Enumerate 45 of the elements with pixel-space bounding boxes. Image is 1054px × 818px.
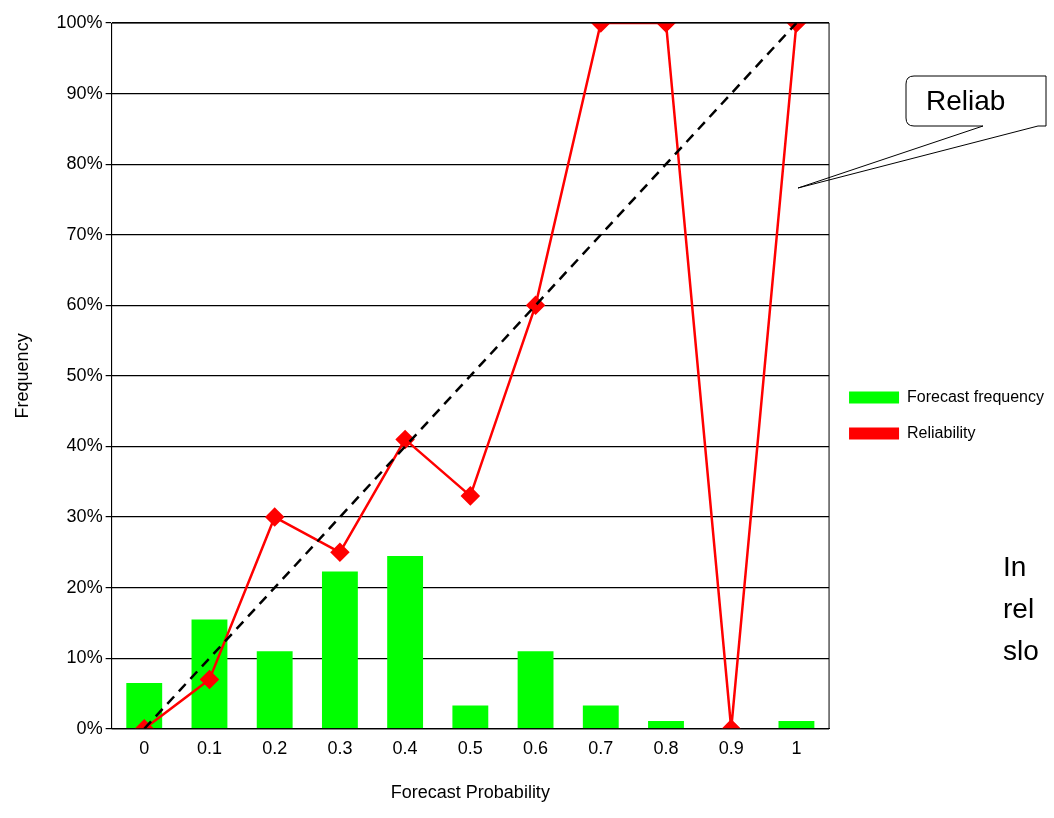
bar [648, 721, 684, 729]
point [265, 507, 284, 527]
y-tick-label: 10% [66, 647, 103, 668]
y-axis-title: Frequency [11, 333, 32, 419]
x-tick-label: 1 [791, 737, 802, 758]
y-tick-label: 0% [76, 717, 103, 738]
bar [778, 721, 815, 729]
x-tick-label: 0.9 [718, 737, 744, 758]
y-tick-label: 20% [66, 576, 103, 597]
legend-label: Reliability [907, 423, 976, 441]
x-tick-label: 0.4 [392, 737, 418, 758]
text: slo [1003, 634, 1039, 666]
bar [387, 555, 424, 729]
point [526, 296, 545, 315]
bar [256, 651, 293, 729]
bar [517, 651, 554, 729]
bar [452, 705, 489, 729]
x-tick-label: 0.5 [457, 737, 483, 758]
legend-label: Forecast frequency [907, 387, 1044, 405]
x-axis-title: Forecast Probability [390, 782, 550, 803]
y-tick-label: 40% [66, 435, 103, 456]
bar [582, 705, 619, 729]
y-tick-label: 100% [56, 11, 103, 32]
y-tick-label: 50% [66, 364, 103, 385]
bar [321, 571, 358, 729]
x-tick-label: 0.7 [588, 737, 614, 758]
x-tick-label: 0.8 [653, 737, 679, 758]
y-tick-label: 90% [66, 82, 103, 103]
text: In [1003, 550, 1027, 582]
x-tick-label: 0.1 [196, 737, 222, 758]
point [395, 430, 415, 449]
text: rel [1003, 592, 1035, 624]
x-tick-label: 0.6 [523, 737, 549, 758]
x-tick-label: 0.2 [262, 737, 288, 758]
x-tick-label: 0.3 [327, 737, 353, 758]
x-tick-label: 0 [139, 737, 150, 758]
y-tick-label: 60% [66, 294, 103, 315]
bar [126, 682, 163, 729]
y-tick-label: 80% [66, 153, 103, 174]
y-tick-label: 30% [66, 506, 103, 527]
point [330, 543, 350, 562]
text: Reliab [926, 84, 1006, 116]
y-tick-label: 70% [66, 223, 103, 244]
bar [191, 619, 228, 729]
point [461, 486, 480, 506]
